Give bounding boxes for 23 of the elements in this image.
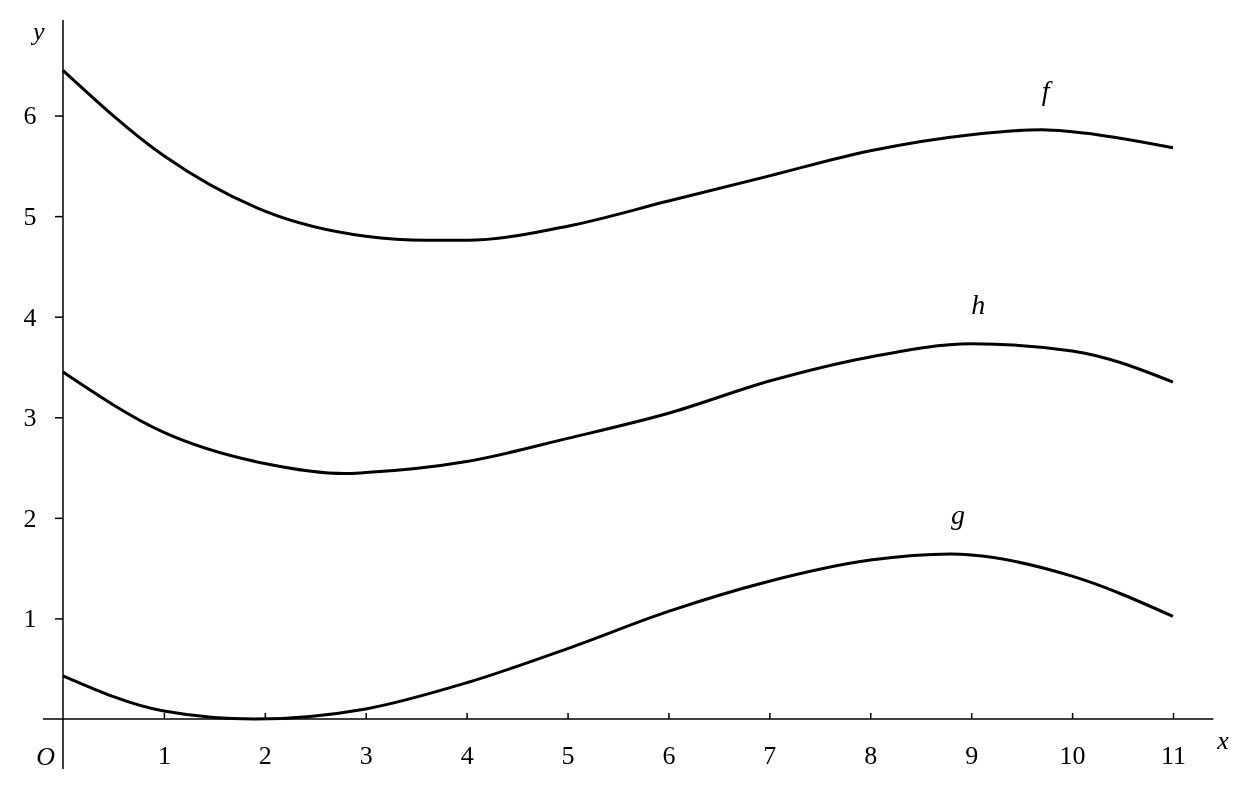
text: O [36, 742, 56, 771]
x-tick-label: 2 [258, 740, 272, 770]
y-tick-label: 1 [23, 604, 37, 634]
x-tick-label: 7 [763, 740, 777, 770]
y-tick-label: 3 [23, 403, 37, 433]
x-tick-label: 1 [157, 740, 171, 770]
x-tick-label: 3 [359, 740, 373, 770]
x-tick-label: 11 [1160, 740, 1187, 770]
series-label: h [971, 288, 986, 320]
y-tick-label: 2 [23, 503, 37, 533]
x-tick-label: 10 [1059, 740, 1086, 770]
x-tick-label: 9 [965, 740, 979, 770]
x-tick-label: 4 [460, 740, 474, 770]
x-axis-title: x [1216, 726, 1230, 755]
x-tick-label: 6 [662, 740, 676, 770]
x-tick-label: 5 [561, 740, 575, 770]
y-tick-label: 6 [23, 101, 37, 131]
series-label: g [951, 499, 965, 531]
y-axis-title: y [30, 17, 45, 46]
series-label: f [1041, 74, 1053, 106]
y-tick-label: 4 [23, 302, 37, 332]
x-tick-label: 8 [864, 740, 878, 770]
y-tick-label: 5 [23, 201, 37, 231]
